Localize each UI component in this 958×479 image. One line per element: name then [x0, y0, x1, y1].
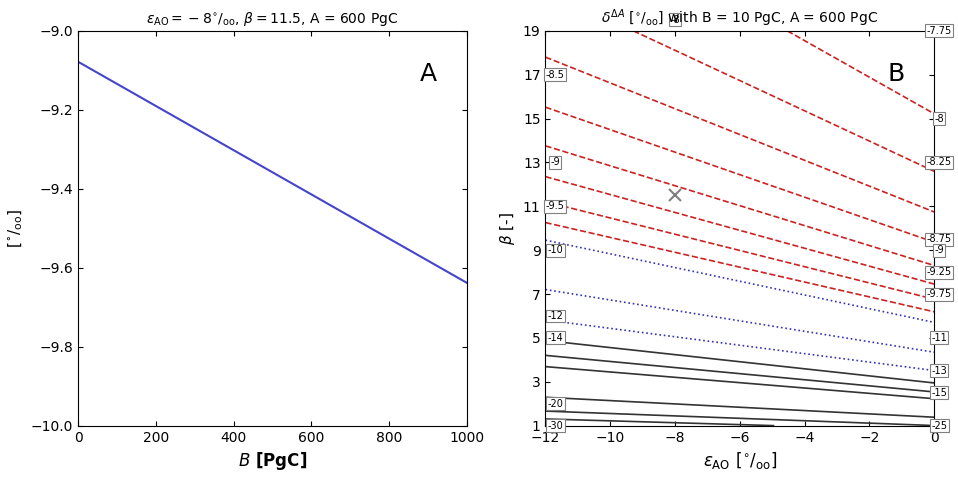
Text: -8.25: -8.25 [926, 158, 951, 168]
Text: -25: -25 [931, 421, 947, 431]
Text: -9.5: -9.5 [546, 201, 564, 211]
Title: $\delta^{\Delta A}$ $[^{\circ}/_{\mathrm{oo}}]$ with B = 10 PgC, A = 600 PgC: $\delta^{\Delta A}$ $[^{\circ}/_{\mathrm… [602, 7, 878, 29]
Title: $\varepsilon_{\mathrm{AO}} = -8^{\circ}/_{\mathrm{oo}}$, $\beta= 11.5$, A = 600 : $\varepsilon_{\mathrm{AO}} = -8^{\circ}/… [147, 10, 399, 28]
Text: B: B [887, 62, 904, 86]
Text: -20: -20 [547, 399, 563, 409]
Text: -9.75: -9.75 [926, 289, 951, 299]
Text: -11: -11 [931, 333, 947, 343]
Y-axis label: $[^{\circ}/_{\mathrm{oo}}]$: $[^{\circ}/_{\mathrm{oo}}]$ [7, 209, 25, 248]
X-axis label: $\varepsilon_{\mathrm{AO}}$ $[^{\circ}/_{\mathrm{oo}}]$: $\varepsilon_{\mathrm{AO}}$ $[^{\circ}/_… [702, 450, 777, 471]
Text: -13: -13 [931, 366, 947, 376]
Text: -9: -9 [551, 158, 560, 168]
Text: -12: -12 [547, 311, 563, 321]
Text: -14: -14 [547, 333, 563, 343]
Text: -30: -30 [547, 421, 563, 431]
X-axis label: $B$ [PgC]: $B$ [PgC] [238, 450, 308, 472]
Text: -9.25: -9.25 [926, 267, 951, 277]
Text: -8.5: -8.5 [546, 70, 564, 80]
Text: -9: -9 [934, 245, 944, 255]
Text: A: A [421, 62, 438, 86]
Text: -8: -8 [934, 114, 944, 124]
Text: -10: -10 [547, 245, 563, 255]
Text: -15: -15 [931, 388, 947, 398]
Text: -8: -8 [671, 15, 680, 25]
Text: -8.75: -8.75 [926, 234, 951, 244]
Y-axis label: $\beta$ [-]: $\beta$ [-] [498, 212, 517, 245]
Text: -7.75: -7.75 [926, 26, 951, 36]
